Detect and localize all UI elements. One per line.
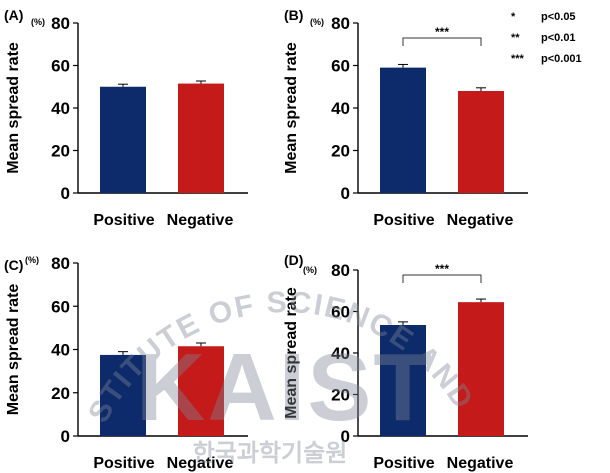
y-tick-label: 80 bbox=[331, 14, 350, 33]
y-unit-label: (%) bbox=[310, 17, 324, 27]
y-axis-title: Mean spread rate bbox=[5, 42, 22, 174]
watermark-logo: KAIST bbox=[136, 334, 434, 441]
y-unit-label: (%) bbox=[31, 17, 45, 27]
watermark-korean: 한국과학기술원 bbox=[193, 440, 348, 467]
bar-positive bbox=[380, 67, 426, 193]
y-tick-label: 0 bbox=[61, 427, 70, 446]
x-category-label: Positive bbox=[373, 455, 434, 472]
chart-panel-a: (A) (%) Mean spread rate 0 20 40 60 80 Positive N… bbox=[4, 7, 248, 229]
y-tick-label: 20 bbox=[51, 142, 70, 161]
bar-positive bbox=[100, 86, 146, 193]
y-axis-title: Mean spread rate bbox=[283, 287, 300, 419]
x-category-label: Negative bbox=[447, 455, 514, 472]
y-unit-label: (%) bbox=[25, 255, 39, 265]
y-tick-label: 60 bbox=[51, 57, 70, 76]
legend-label-2: p<0.01 bbox=[541, 32, 576, 44]
x-category-label: Positive bbox=[373, 212, 434, 229]
x-category-label: Positive bbox=[93, 455, 154, 472]
bar-negative bbox=[178, 83, 224, 193]
chart-panel-c: (C) (%) Mean spread rate 0 20 40 60 80 Positive N… bbox=[4, 254, 248, 472]
y-tick-label: 60 bbox=[331, 303, 350, 322]
chart-panel-d: (D)(%) Mean spread rate 0 20 40 60 80 Positive N… bbox=[283, 252, 528, 472]
significance-stars: *** bbox=[435, 262, 449, 276]
x-category-label: Negative bbox=[167, 455, 234, 472]
bar-negative bbox=[458, 302, 504, 436]
y-tick-label: 0 bbox=[341, 427, 350, 446]
y-axis-title: Mean spread rate bbox=[5, 284, 22, 416]
bar-negative bbox=[178, 346, 224, 436]
y-tick-label: 80 bbox=[51, 14, 70, 33]
y-tick-label: 40 bbox=[331, 99, 350, 118]
y-tick-label: 20 bbox=[331, 142, 350, 161]
y-tick-label: 60 bbox=[51, 297, 70, 316]
y-tick-label: 0 bbox=[61, 184, 70, 203]
y-unit-label: (%) bbox=[303, 265, 317, 275]
y-tick-label: 40 bbox=[331, 344, 350, 363]
y-tick-label: 80 bbox=[51, 254, 70, 273]
y-axis-title: Mean spread rate bbox=[283, 42, 300, 174]
y-tick-label: 0 bbox=[341, 184, 350, 203]
x-category-label: Negative bbox=[167, 212, 234, 229]
panel-label: (B) bbox=[284, 7, 303, 23]
y-tick-label: 20 bbox=[51, 384, 70, 403]
legend-stars-1: * bbox=[511, 11, 516, 23]
y-tick-label: 60 bbox=[331, 57, 350, 76]
bar-positive bbox=[100, 354, 146, 436]
legend-stars-3: *** bbox=[511, 53, 525, 65]
y-tick-label: 40 bbox=[51, 341, 70, 360]
bar-negative bbox=[458, 91, 504, 193]
chart-panel-b: (B) (%) Mean spread rate 0 20 40 60 80 Positive N… bbox=[283, 7, 528, 229]
x-category-label: Negative bbox=[447, 212, 514, 229]
legend-label-3: p<0.001 bbox=[541, 53, 582, 65]
panels: (A) (%) Mean spread rate 0 20 40 60 80 Positive N… bbox=[4, 7, 528, 472]
y-tick-label: 40 bbox=[51, 99, 70, 118]
significance-legend: * p<0.05 ** p<0.01 *** p<0.001 bbox=[511, 11, 582, 65]
bar-positive bbox=[380, 324, 426, 436]
panel-label: (A) bbox=[4, 7, 23, 23]
legend-stars-2: ** bbox=[511, 32, 520, 44]
y-tick-label: 80 bbox=[331, 261, 350, 280]
significance-bracket bbox=[402, 37, 482, 46]
significance-bracket bbox=[402, 274, 482, 283]
panel-label: (C) bbox=[4, 257, 23, 273]
y-tick-label: 20 bbox=[331, 386, 350, 405]
panel-label: (D) bbox=[284, 252, 303, 268]
significance-stars: *** bbox=[435, 25, 449, 39]
x-category-label: Positive bbox=[93, 212, 154, 229]
legend-label-1: p<0.05 bbox=[541, 11, 576, 23]
